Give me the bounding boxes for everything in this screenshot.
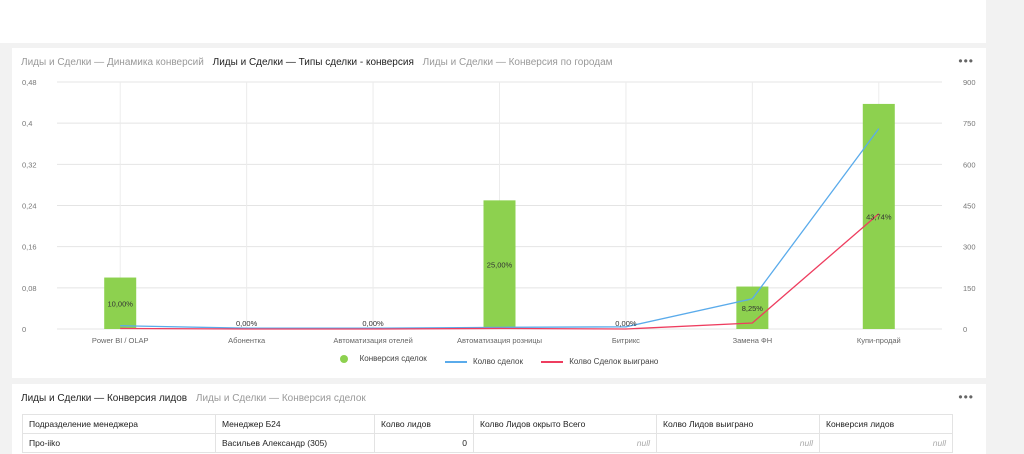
data-label-4: 0,00%: [615, 319, 637, 328]
y-axis-left-tick: 0: [22, 325, 26, 334]
y-axis-left-tick: 0,4: [22, 119, 32, 128]
cell-leads-count: 0: [374, 433, 474, 453]
legend-label-conversion: Конверсия сделок: [359, 354, 427, 363]
y-axis-right-tick: 0: [963, 325, 967, 334]
cell-manager: Васильев Александр (305): [215, 433, 375, 453]
x-axis-tick: Power BI / OLAP: [92, 336, 149, 345]
series-line-1: [120, 128, 880, 329]
legend-dot-icon: [339, 354, 348, 363]
chart-legend: Конверсия сделок Колво сделок Колво Сдел…: [12, 354, 986, 366]
legend-line-icon: [445, 360, 467, 363]
column-header-manager[interactable]: Менеджер Б24: [215, 414, 375, 434]
x-axis-tick: Абонентка: [228, 336, 266, 345]
legend-item-deals-count[interactable]: Колво сделок: [445, 357, 523, 366]
data-label-2: 0,00%: [362, 319, 384, 328]
column-header-leads-count[interactable]: Колво лидов: [374, 414, 474, 434]
table-more-menu-icon[interactable]: •••: [958, 390, 974, 404]
tab-lead-conversion[interactable]: Лиды и Сделки — Конверсия лидов: [21, 393, 188, 404]
legend-line-icon: [541, 360, 564, 363]
data-label-5: 8,25%: [742, 304, 764, 313]
tab-deal-conversion[interactable]: Лиды и Сделки — Конверсия сделок: [195, 393, 366, 404]
x-axis-tick: Автоматизация отелей: [333, 336, 412, 345]
x-axis-tick: Замена ФН: [733, 336, 773, 345]
data-label-0: 10,00%: [107, 299, 133, 308]
cell-leads-opened: null: [473, 433, 657, 453]
y-axis-right-tick: 900: [963, 78, 976, 87]
legend-item-conversion[interactable]: Конверсия сделок: [339, 354, 427, 363]
y-axis-left-tick: 0,16: [22, 243, 37, 252]
x-axis-tick: Битрикс: [612, 336, 640, 345]
column-header-department[interactable]: Подразделение менеджера: [22, 414, 216, 434]
column-header-leads-opened[interactable]: Колво Лидов окрыто Всего: [473, 414, 657, 434]
chart-widget: Лиды и Сделки — Динамика конверсий Лиды …: [12, 48, 986, 378]
x-axis-tick: Автоматизация розницы: [457, 336, 542, 345]
bar-conversion-3: [483, 200, 516, 329]
y-axis-right-tick: 300: [963, 243, 976, 252]
data-label-1: 0,00%: [236, 319, 258, 328]
cell-lead-conversion: null: [819, 433, 953, 453]
leads-table: Подразделение менеджера Менеджер Б24 Кол…: [22, 414, 953, 453]
chart-more-menu-icon[interactable]: •••: [958, 54, 974, 68]
table-tabs: Лиды и Сделки — Конверсия лидов Лиды и С…: [21, 393, 372, 404]
series-line-2: [120, 213, 880, 330]
legend-label-deals-won: Колво Сделок выиграно: [569, 357, 659, 366]
column-header-leads-won[interactable]: Колво Лидов выиграно: [656, 414, 820, 434]
x-axis-tick: Купи-продай: [857, 336, 901, 345]
table-row[interactable]: Про-iiko Васильев Александр (305) 0 null…: [22, 433, 953, 453]
y-axis-left-tick: 0,24: [22, 202, 37, 211]
tab-conversion-dynamics[interactable]: Лиды и Сделки — Динамика конверсий: [21, 57, 204, 68]
y-axis-left-tick: 0,08: [22, 284, 37, 293]
y-axis-left-tick: 0,32: [22, 160, 37, 169]
legend-item-deals-won[interactable]: Колво Сделок выиграно: [541, 357, 658, 366]
cell-leads-won: null: [656, 433, 820, 453]
tab-city-conversion[interactable]: Лиды и Сделки — Конверсия по городам: [422, 57, 613, 68]
y-axis-right-tick: 750: [963, 119, 976, 128]
y-axis-right-tick: 450: [963, 202, 976, 211]
column-header-lead-conversion[interactable]: Конверсия лидов: [819, 414, 953, 434]
deal-types-chart: 0 0 0,08 150 0,16 300 0,24 450 0,32 600 0,4 750 0,48…: [22, 78, 976, 345]
table-widget: Лиды и Сделки — Конверсия лидов Лиды и С…: [12, 384, 986, 454]
top-panel: [0, 0, 986, 43]
cell-department: Про-iiko: [22, 433, 216, 453]
y-axis-left-tick: 0,48: [22, 78, 37, 87]
legend-label-deals-count: Колво сделок: [473, 357, 523, 366]
tab-deal-types-conversion[interactable]: Лиды и Сделки — Типы сделки - конверсия: [212, 57, 414, 68]
table-header-row: Подразделение менеджера Менеджер Б24 Кол…: [22, 414, 953, 434]
bar-conversion-0: [104, 277, 137, 329]
bar-conversion-5: [736, 286, 769, 329]
chart-tabs: Лиды и Сделки — Динамика конверсий Лиды …: [21, 57, 619, 68]
bar-conversion-6: [862, 103, 895, 329]
y-axis-right-tick: 600: [963, 160, 976, 169]
data-label-3: 25,00%: [487, 261, 513, 270]
y-axis-right-tick: 150: [963, 284, 976, 293]
data-label-6: 43,74%: [866, 212, 892, 221]
